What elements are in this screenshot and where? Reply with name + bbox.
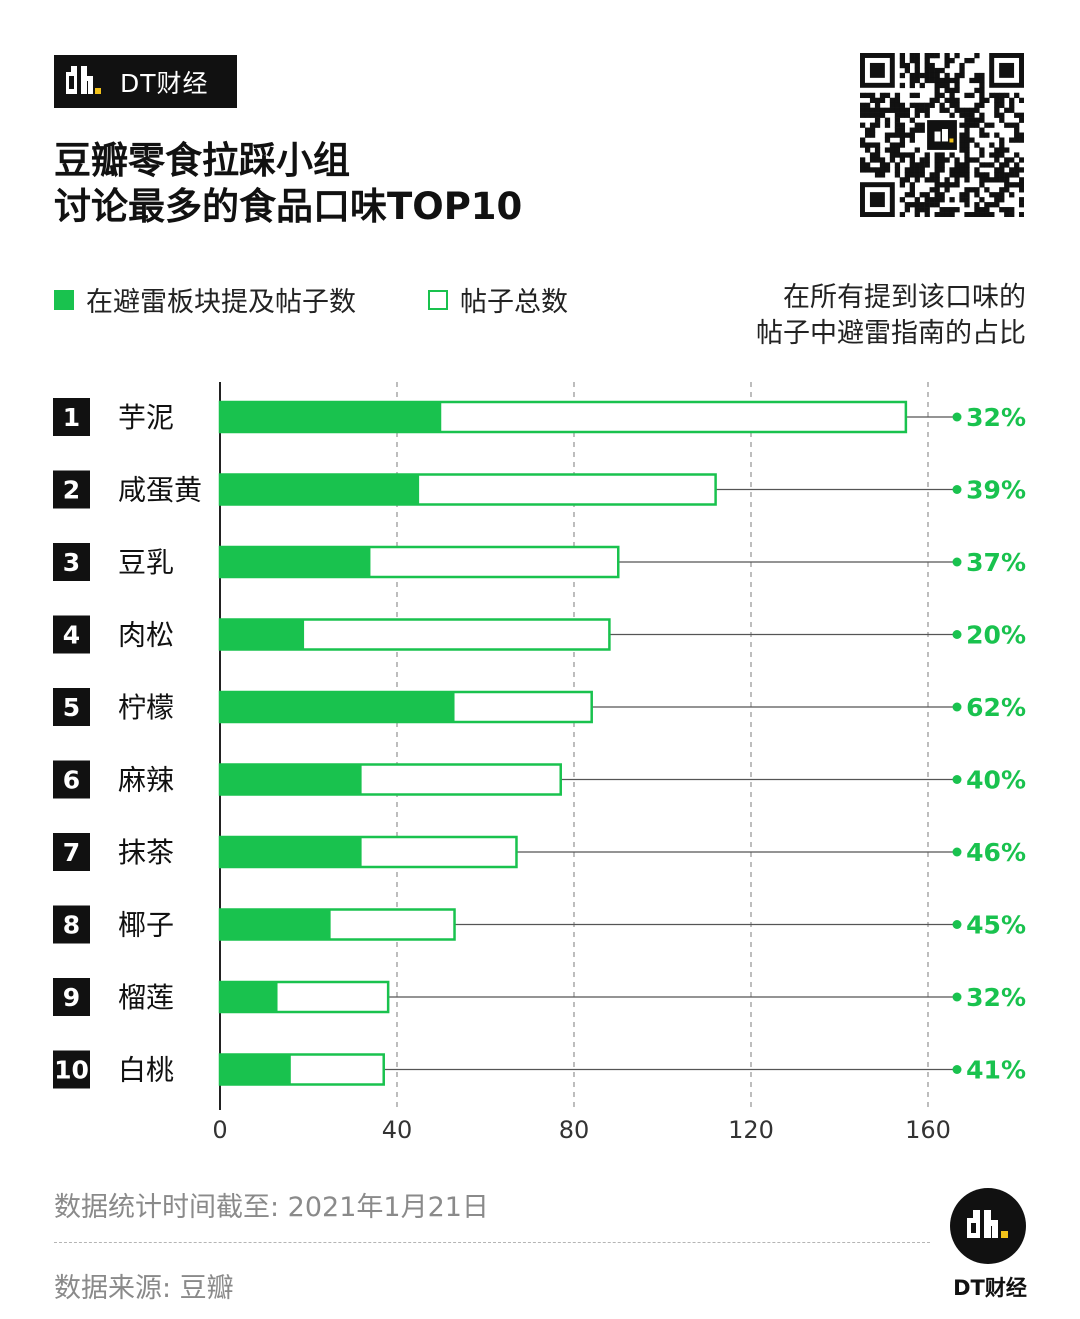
rank-number: 10: [54, 1056, 89, 1085]
rank-badge: [53, 688, 90, 726]
bar-filled: [220, 401, 442, 433]
share-label: 32%: [966, 983, 1026, 1012]
brand-logo-badge: DT财经: [54, 55, 237, 108]
rank-number: 2: [63, 476, 80, 505]
category-label: 麻辣: [118, 764, 174, 797]
category-label: 豆乳: [118, 546, 174, 579]
share-dot: [952, 992, 962, 1002]
corner-brand-name: DT财经: [953, 1276, 1027, 1300]
rank-number: 5: [63, 693, 80, 722]
legend-swatch-outline: [428, 289, 448, 310]
legend-label-outline: 帖子总数: [460, 287, 568, 318]
share-dot: [952, 920, 962, 929]
rank-number: 1: [63, 403, 80, 432]
share-label: 37%: [966, 548, 1026, 577]
bar-filled: [220, 473, 420, 506]
category-label: 芋泥: [118, 401, 174, 434]
footer-divider: [54, 1242, 930, 1243]
share-dot: [952, 412, 962, 422]
x-tick-label: 0: [212, 1116, 227, 1144]
share-label: 20%: [966, 621, 1026, 650]
source-note: 数据来源: 豆瓣: [54, 1273, 234, 1304]
bar-filled: [220, 691, 455, 723]
rank-badge: [53, 398, 90, 436]
share-dot: [952, 702, 962, 712]
rank-badge: [53, 615, 90, 654]
rank-badge: [53, 1050, 90, 1089]
share-label: 32%: [966, 403, 1026, 432]
x-tick-label: 120: [728, 1116, 774, 1144]
x-tick-label: 80: [559, 1116, 590, 1144]
rank-number: 8: [63, 911, 80, 940]
rank-badge: [53, 905, 90, 944]
legend-item-filled: 在避雷板块提及帖子数: [54, 280, 356, 319]
rank-badge: [53, 833, 90, 871]
rank-badge: [53, 470, 90, 509]
rank-number: 4: [63, 621, 80, 650]
bar-filled: [220, 546, 371, 578]
legend-label-filled: 在避雷板块提及帖子数: [86, 287, 356, 318]
share-dot: [952, 485, 962, 494]
rank-number: 6: [63, 766, 80, 795]
category-label: 榴莲: [118, 981, 174, 1014]
rank-badge: [53, 978, 90, 1016]
share-heading-line-1: 在所有提到该口味的: [783, 282, 1026, 313]
rank-badge: [53, 760, 90, 799]
x-tick-label: 160: [905, 1116, 951, 1144]
share-label: 62%: [966, 693, 1026, 722]
share-dot: [952, 557, 962, 567]
bar-filled: [220, 836, 362, 868]
title-line-1: 豆瓣零食拉踩小组: [54, 139, 350, 182]
share-column-heading: 在所有提到该口味的 帖子中避雷指南的占比: [696, 280, 1026, 352]
rank-badge: [53, 543, 90, 581]
share-label: 45%: [966, 911, 1026, 940]
bar-chart: 0 40 80 120 160 1 芋泥 32% 2 咸蛋黄 39% 3 豆乳 37% 4 肉松 20% 5 柠檬 6…: [53, 382, 1026, 1144]
brand-name: DT财经: [120, 68, 209, 98]
rank-number: 7: [63, 838, 80, 867]
category-label: 白桃: [118, 1054, 174, 1087]
legend-item-outline: 帖子总数: [428, 280, 568, 319]
share-dot: [952, 1065, 962, 1074]
category-label: 抹茶: [118, 836, 174, 869]
share-heading-line-2: 帖子中避雷指南的占比: [756, 318, 1026, 349]
category-label: 柠檬: [118, 691, 174, 724]
category-label: 椰子: [118, 909, 174, 942]
page-title: 豆瓣零食拉踩小组 讨论最多的食品口味TOP10: [54, 138, 522, 230]
qr-code: [860, 53, 1025, 218]
bar-filled: [220, 908, 331, 941]
x-tick-label: 40: [382, 1116, 413, 1144]
dt-logo-icon: [54, 55, 110, 108]
date-note: 数据统计时间截至: 2021年1月21日: [54, 1192, 489, 1223]
title-line-2: 讨论最多的食品口味TOP10: [54, 185, 523, 228]
rank-number: 9: [63, 983, 80, 1012]
bar-filled: [220, 981, 278, 1013]
bar-filled: [220, 763, 362, 796]
share-label: 41%: [966, 1056, 1026, 1085]
share-label: 46%: [966, 838, 1026, 867]
rank-number: 3: [63, 548, 80, 577]
share-label: 40%: [966, 766, 1026, 795]
dt-round-logo-icon: [950, 1188, 1026, 1264]
category-label: 咸蛋黄: [118, 474, 202, 507]
share-dot: [952, 630, 962, 639]
legend-swatch-filled: [54, 289, 74, 310]
bar-filled: [220, 1053, 291, 1086]
bar-filled: [220, 618, 305, 651]
share-dot: [952, 847, 962, 857]
category-label: 肉松: [118, 619, 174, 652]
share-dot: [952, 775, 962, 784]
share-label: 39%: [966, 476, 1026, 505]
